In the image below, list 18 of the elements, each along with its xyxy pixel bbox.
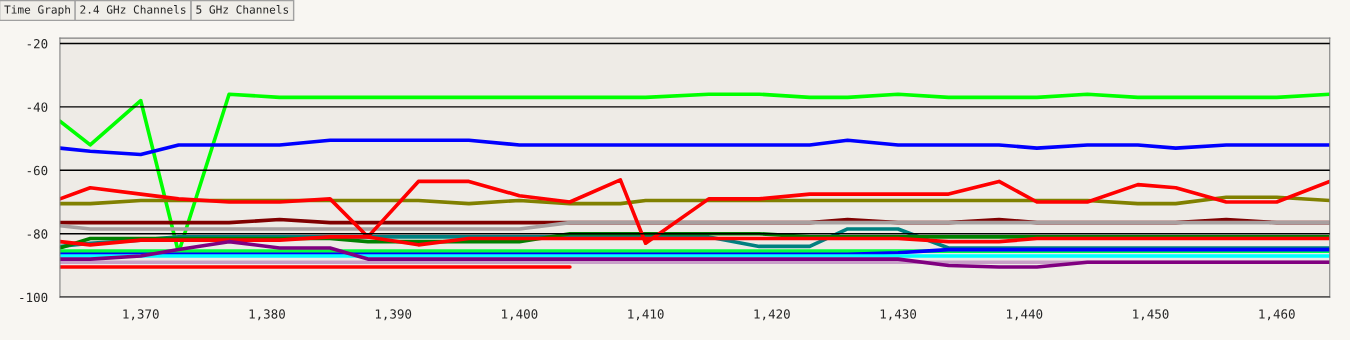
x-tick-label: 1,390: [375, 309, 412, 321]
y-tick-label: -20: [27, 38, 48, 49]
x-tick-label: 1,430: [880, 309, 917, 321]
x-tick-label: 1,410: [628, 309, 664, 321]
text: 2.4 GHz Channels: [80, 5, 186, 14]
x-tick-label: 1,460: [1259, 309, 1295, 321]
x-tick-label: 1,370: [123, 309, 159, 321]
text: Time Graph: [4, 5, 70, 16]
text: 5 GHz Channels: [196, 5, 289, 14]
x-tick-label: 1,420: [754, 309, 790, 321]
x-tick-label: 1,380: [249, 309, 285, 321]
y-tick-label: -100: [20, 292, 48, 303]
y-tick-label: -80: [27, 229, 48, 239]
x-tick-label: 1,400: [502, 309, 538, 321]
x-tick-label: 1,450: [1133, 309, 1169, 321]
y-tick-label: -60: [27, 165, 48, 176]
x-tick-label: 1,440: [1006, 309, 1043, 321]
y-tick-label: -40: [27, 102, 48, 112]
